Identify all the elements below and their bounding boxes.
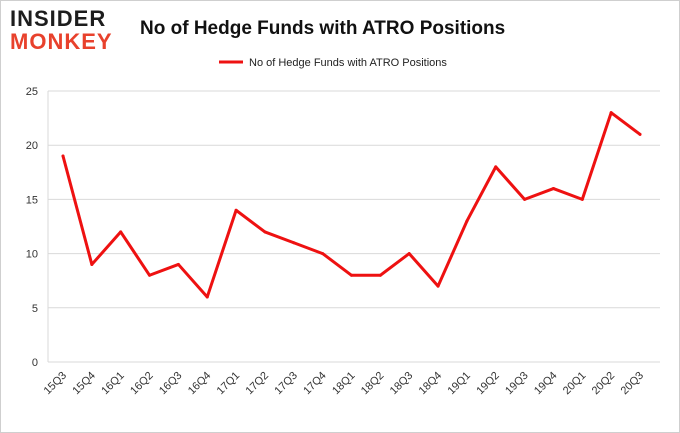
- data-point: [292, 241, 296, 245]
- data-point: [234, 208, 238, 212]
- y-tick-label: 5: [32, 303, 38, 315]
- data-point: [407, 252, 411, 256]
- x-tick-label: 18Q4: [417, 370, 445, 398]
- x-tick-label: 18Q1: [330, 370, 358, 398]
- x-tick-label: 17Q3: [272, 370, 300, 398]
- legend-label: No of Hedge Funds with ATRO Positions: [249, 57, 447, 69]
- data-point: [119, 230, 123, 234]
- x-tick-label: 20Q1: [561, 370, 589, 398]
- data-point: [90, 262, 94, 266]
- y-tick-label: 25: [26, 86, 38, 98]
- data-point: [551, 187, 555, 191]
- data-point: [321, 252, 325, 256]
- x-axis-ticks: 15Q3 15Q4 16Q1 16Q2 16Q3 16Q4 17Q1 17Q2 17Q3 17Q4…: [42, 370, 647, 398]
- x-tick-label: 20Q2: [590, 370, 618, 398]
- insider-monkey-logo: INSIDER MONKEY: [10, 8, 113, 53]
- x-tick-label: 20Q3: [619, 370, 647, 398]
- logo-line-2: MONKEY: [10, 29, 113, 54]
- x-tick-label: 16Q1: [99, 370, 127, 398]
- data-point: [638, 132, 642, 136]
- x-tick-label: 16Q3: [157, 370, 185, 398]
- x-tick-label: 18Q3: [388, 370, 416, 398]
- logo-line-1: INSIDER: [10, 6, 107, 31]
- legend: No of Hedge Funds with ATRO Positions: [219, 57, 447, 69]
- data-point: [61, 154, 65, 158]
- data-point: [436, 284, 440, 288]
- y-tick-label: 20: [26, 140, 38, 152]
- x-tick-label: 16Q2: [128, 370, 156, 398]
- x-tick-label: 19Q1: [445, 370, 473, 398]
- x-tick-label: 15Q3: [42, 370, 70, 398]
- y-tick-label: 10: [26, 249, 38, 261]
- data-point: [609, 111, 613, 115]
- data-point: [494, 165, 498, 169]
- x-tick-label: 17Q4: [301, 370, 329, 398]
- data-point: [148, 273, 152, 277]
- x-tick-label: 19Q4: [532, 370, 560, 398]
- gridlines: [47, 90, 660, 363]
- data-point: [580, 197, 584, 201]
- y-axis-ticks: 0 5 10 15 20 25: [26, 86, 38, 369]
- data-point: [205, 295, 209, 299]
- series-line: [61, 111, 642, 299]
- x-tick-label: 16Q4: [186, 370, 214, 398]
- data-point: [523, 197, 527, 201]
- x-tick-label: 17Q2: [244, 370, 272, 398]
- x-tick-label: 15Q4: [70, 370, 98, 398]
- x-tick-label: 19Q3: [503, 370, 531, 398]
- x-tick-label: 19Q2: [474, 370, 502, 398]
- data-point: [378, 273, 382, 277]
- series-layer: [61, 111, 642, 299]
- data-point: [465, 219, 469, 223]
- y-tick-label: 15: [26, 194, 38, 206]
- y-tick-label: 0: [32, 357, 38, 369]
- x-tick-label: 17Q1: [215, 370, 243, 398]
- data-point: [350, 273, 353, 277]
- data-point: [263, 230, 267, 234]
- chart-title: No of Hedge Funds with ATRO Positions: [140, 18, 506, 39]
- data-point: [176, 262, 180, 266]
- x-tick-label: 18Q2: [359, 370, 387, 398]
